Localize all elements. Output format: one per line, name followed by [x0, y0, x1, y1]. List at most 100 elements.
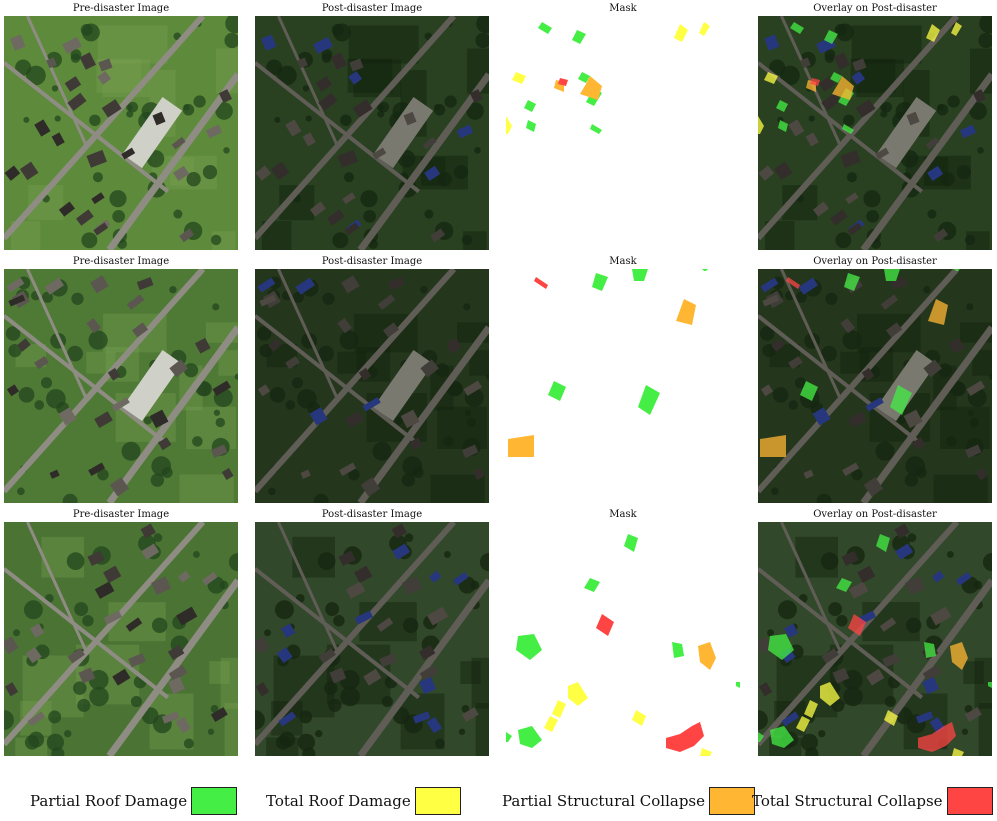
post-disaster-image-panel: Post-disaster Image	[255, 255, 489, 503]
overlay-image-panel: Overlay on Post-disaster	[758, 255, 992, 503]
panel-caption: Pre-disaster Image	[72, 3, 170, 14]
panel-caption: Overlay on Post-disaster	[813, 3, 937, 14]
mask-region-total-roof	[552, 700, 566, 718]
mask-region-partial-roof	[632, 269, 648, 281]
mask-region-total-roof	[952, 748, 964, 756]
mask-region-partial-roof	[876, 534, 890, 552]
mask-region-partial-roof	[842, 124, 854, 134]
mask-region-partial-roof	[924, 642, 936, 658]
panel-caption: Mask	[609, 509, 637, 520]
mask-region-total-collapse	[596, 614, 614, 636]
legend-swatch	[191, 787, 238, 815]
mask-region-total-roof	[820, 682, 840, 706]
mask-region-partial-roof	[776, 100, 788, 112]
mask-region-partial-roof	[584, 578, 600, 592]
panel-caption: Post-disaster Image	[321, 256, 423, 267]
mask-region-total-roof	[632, 710, 646, 726]
legend-item-total-collapse: Total Structural Collapse	[752, 785, 993, 817]
panel-caption: Overlay on Post-disaster	[813, 256, 937, 267]
mask-region-total-roof	[884, 710, 898, 726]
mask-region-partial-roof	[800, 381, 818, 401]
mask-region-total-collapse	[666, 722, 704, 752]
mask-region-partial-roof	[736, 682, 740, 688]
legend-swatch	[946, 787, 993, 815]
mask-region-partial-roof	[624, 534, 638, 552]
mask-region-total-collapse	[786, 277, 800, 289]
pre-disaster-image	[4, 522, 238, 756]
mask-image-panel: Mask	[506, 508, 740, 756]
panel-caption: Pre-disaster Image	[72, 509, 170, 520]
mask-region-total-roof	[796, 716, 810, 732]
mask-region-partial-roof	[516, 634, 542, 660]
legend-label: Total Structural Collapse	[752, 792, 943, 810]
mask-region-partial-collapse	[760, 435, 786, 457]
post-disaster-image	[255, 269, 489, 503]
pre-disaster-image	[4, 269, 238, 503]
legend-label: Total Roof Damage	[266, 792, 411, 810]
mask-region-total-roof	[764, 72, 778, 84]
mask-region-partial-roof	[638, 385, 660, 415]
mask-region-partial-roof	[778, 120, 788, 132]
mask-region-total-collapse	[848, 614, 866, 636]
mask-region-total-roof	[951, 22, 962, 36]
pre-disaster-image-panel: Pre-disaster Image	[4, 255, 238, 503]
mask-region-partial-roof	[884, 269, 900, 281]
mask-image	[506, 269, 740, 503]
legend-label: Partial Roof Damage	[30, 792, 188, 810]
mask-region-partial-roof	[572, 30, 586, 44]
mask-region-partial-roof	[590, 124, 602, 134]
post-disaster-image-panel: Post-disaster Image	[255, 508, 489, 756]
overlay-image	[758, 16, 992, 250]
mask-region-total-roof	[512, 72, 526, 84]
mask-region-partial-roof	[824, 30, 838, 44]
mask-image	[506, 522, 740, 756]
mask-image-panel: Mask	[506, 2, 740, 250]
mask-region-partial-collapse	[698, 642, 716, 670]
mask-region-partial-roof	[518, 726, 542, 748]
panel-caption: Mask	[609, 3, 637, 14]
overlay-image-panel: Overlay on Post-disaster	[758, 2, 992, 250]
mask-region-total-roof	[699, 22, 710, 36]
mask-region-partial-roof	[890, 385, 912, 415]
mask-region-total-roof	[544, 716, 558, 732]
legend-item-total-roof: Total Roof Damage	[266, 785, 461, 817]
mask-region-partial-roof	[790, 22, 804, 34]
mask-region-total-roof	[700, 748, 712, 756]
mask-region-partial-roof	[548, 381, 566, 401]
mask-region-partial-collapse	[580, 76, 602, 100]
mask-region-partial-roof	[830, 72, 842, 83]
overlay-image	[758, 522, 992, 756]
mask-region-total-collapse	[558, 78, 568, 86]
mask-region-partial-roof	[506, 732, 512, 742]
post-disaster-image	[255, 16, 489, 250]
panel-caption: Post-disaster Image	[321, 3, 423, 14]
mask-image	[506, 16, 740, 250]
mask-region-partial-roof	[672, 642, 684, 658]
mask-region-partial-collapse	[508, 435, 534, 457]
panel-caption: Pre-disaster Image	[72, 256, 170, 267]
pre-disaster-image	[4, 16, 238, 250]
panel-caption: Overlay on Post-disaster	[813, 509, 937, 520]
legend-item-partial-roof: Partial Roof Damage	[30, 785, 238, 817]
legend-swatch	[414, 787, 461, 815]
mask-region-total-roof	[674, 24, 688, 42]
legend-item-partial-collapse: Partial Structural Collapse	[502, 785, 755, 817]
post-disaster-image	[255, 522, 489, 756]
mask-region-partial-collapse	[950, 642, 968, 670]
pre-disaster-image-panel: Pre-disaster Image	[4, 508, 238, 756]
mask-region-total-collapse	[810, 78, 820, 86]
mask-image-panel: Mask	[506, 255, 740, 503]
post-disaster-image-panel: Post-disaster Image	[255, 2, 489, 250]
mask-region-total-roof	[758, 116, 764, 134]
mask-region-total-collapse	[534, 277, 548, 289]
mask-region-partial-roof	[768, 634, 794, 660]
mask-region-partial-roof	[702, 269, 708, 271]
mask-region-total-roof	[506, 116, 512, 134]
overlay-image-panel: Overlay on Post-disaster	[758, 508, 992, 756]
legend-swatch	[709, 787, 755, 815]
mask-region-partial-roof	[844, 273, 860, 291]
panel-caption: Post-disaster Image	[321, 509, 423, 520]
mask-region-partial-collapse	[676, 299, 696, 325]
mask-region-partial-collapse	[928, 299, 948, 325]
damage-legend: Partial Roof Damage Total Roof Damage Pa…	[0, 785, 997, 817]
